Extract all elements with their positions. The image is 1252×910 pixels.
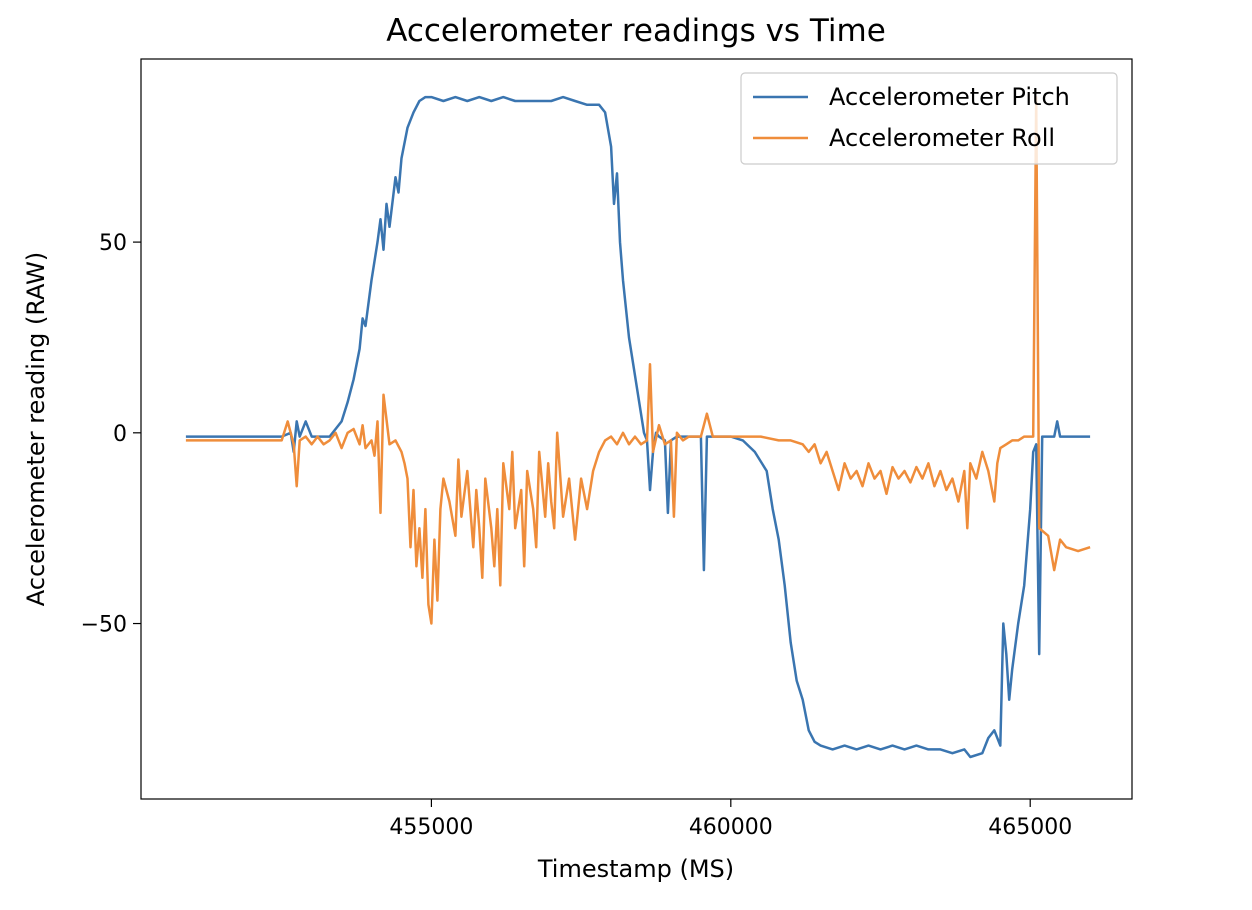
y-tick-label: −50 xyxy=(81,613,127,638)
legend-label-roll: Accelerometer Roll xyxy=(829,124,1055,152)
legend-label-pitch: Accelerometer Pitch xyxy=(829,83,1070,111)
x-tick-label: 465000 xyxy=(988,815,1072,840)
chart-title: Accelerometer readings vs Time xyxy=(386,13,886,49)
x-axis-label: Timestamp (MS) xyxy=(537,855,734,883)
plot-frame xyxy=(140,58,1133,800)
y-axis-label: Accelerometer reading (RAW) xyxy=(22,252,50,606)
y-tick-label: 0 xyxy=(113,422,127,447)
y-tick-label: 50 xyxy=(99,231,127,256)
series-line-roll xyxy=(185,95,1091,625)
axis-ticks: 455000 460000 465000 50 0 −50 xyxy=(81,231,1073,840)
x-tick-label: 460000 xyxy=(689,815,773,840)
series-line-pitch xyxy=(185,95,1091,759)
series-lines xyxy=(185,95,1091,759)
x-tick-label: 455000 xyxy=(389,815,473,840)
legend: Accelerometer Pitch Accelerometer Roll xyxy=(740,72,1118,165)
legend-frame xyxy=(740,72,1118,165)
